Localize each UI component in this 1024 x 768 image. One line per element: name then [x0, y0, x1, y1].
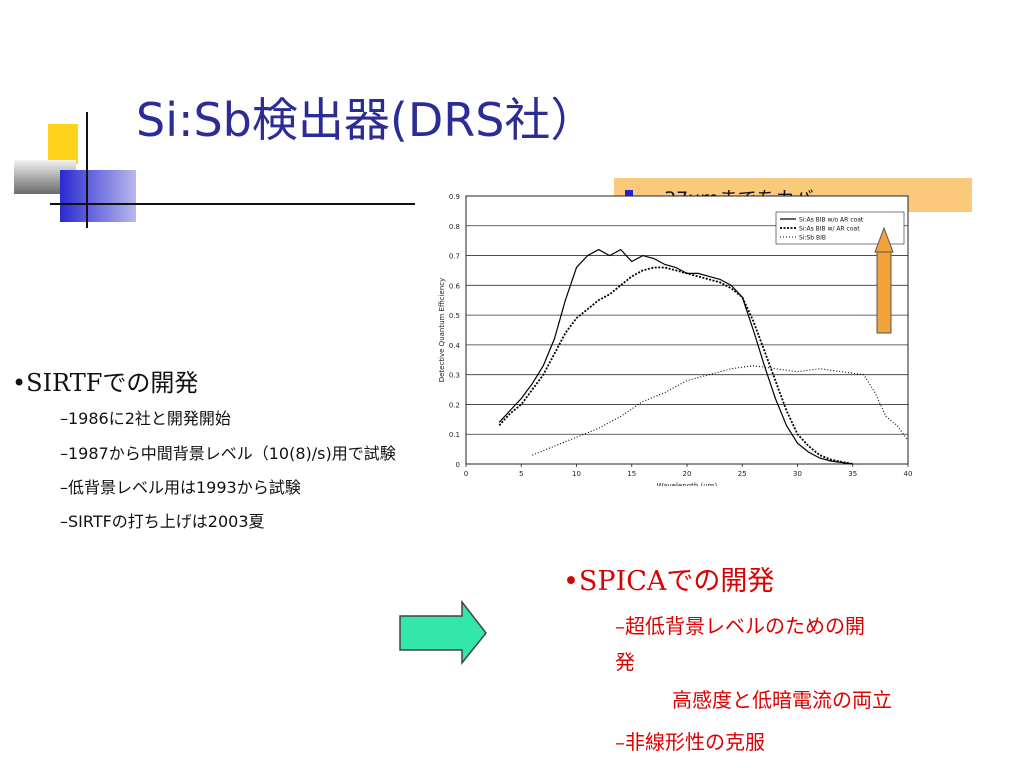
chart-series-line: [498, 248, 853, 465]
chart-x-tick-label: 40: [904, 470, 913, 478]
logo-blue-square: [60, 170, 136, 222]
spica-item-1-line-2: 発: [615, 650, 635, 674]
orange-up-arrow-icon: [874, 226, 894, 334]
spica-item-2: –非線形性の克服: [615, 730, 765, 754]
chart-x-tick-label: 15: [627, 470, 636, 478]
sirtf-item-2: –1987から中間背景レベル（10(8)/s)用で試験: [60, 444, 396, 463]
chart-y-tick-label: 0.8: [449, 223, 460, 231]
chart-y-tick-label: 0.1: [449, 431, 460, 439]
chart-y-tick-label: 0.9: [449, 193, 460, 201]
chart-x-tick-label: 10: [572, 470, 581, 478]
chart-y-tick-label: 0.6: [449, 282, 461, 290]
chart-legend-label: Si:Sb BIB: [799, 235, 826, 242]
chart-legend-label: Si:As BIB w/o AR coat: [799, 217, 864, 224]
chart-series-line: [532, 365, 909, 456]
efficiency-chart: 0 0.1 0.2 0.3 0.4 0.5 0.6 0.7 0.8 0.9 0 5 10 15 20 25 30…: [438, 193, 913, 486]
chart-y-tick-label: 0: [456, 461, 460, 469]
green-right-arrow-icon: [399, 600, 487, 666]
chart-y-tick-label: 0.7: [449, 253, 460, 261]
chart-x-tick-label: 35: [848, 470, 857, 478]
chart-y-tick-label: 0.4: [449, 342, 461, 350]
square-bullet-icon: [625, 190, 633, 198]
chart-x-tick-label: 25: [738, 470, 747, 478]
chart-x-tick-label: 0: [464, 470, 468, 478]
sirtf-item-1: –1986に2社と開発開始: [60, 409, 231, 428]
title-underline: [50, 203, 415, 205]
chart-x-tick-label: 5: [519, 470, 523, 478]
chart-y-tick-label: 0.5: [449, 312, 460, 320]
spica-item-1-sub: 高感度と低暗電流の両立: [672, 688, 892, 712]
sirtf-item-4: –SIRTFの打ち上げは2003夏: [60, 512, 265, 531]
chart-series-line: [498, 266, 853, 465]
chart-x-axis-label: Wavelength (μm): [657, 482, 718, 486]
spica-item-1-line-1: –超低背景レベルのための開: [615, 614, 865, 638]
chart-x-tick-label: 30: [793, 470, 802, 478]
chart-y-tick-label: 0.3: [449, 372, 460, 380]
logo-yellow-square: [48, 124, 78, 164]
sirtf-item-3: –低背景レベル用は1993から試験: [60, 478, 301, 497]
chart-legend-label: Si:As BIB w/ AR coat: [799, 226, 860, 233]
sirtf-heading: •SIRTFでの開発: [12, 369, 199, 397]
chart-y-axis-label: Detective Quantum Efficiency: [438, 278, 446, 383]
slide-title: Si:Sb検出器(DRS社）: [136, 93, 597, 147]
chart-x-tick-label: 20: [683, 470, 692, 478]
spica-heading: •SPICAでの開発: [563, 566, 775, 597]
logo-vertical-line: [86, 112, 88, 228]
chart-y-tick-label: 0.2: [449, 401, 460, 409]
